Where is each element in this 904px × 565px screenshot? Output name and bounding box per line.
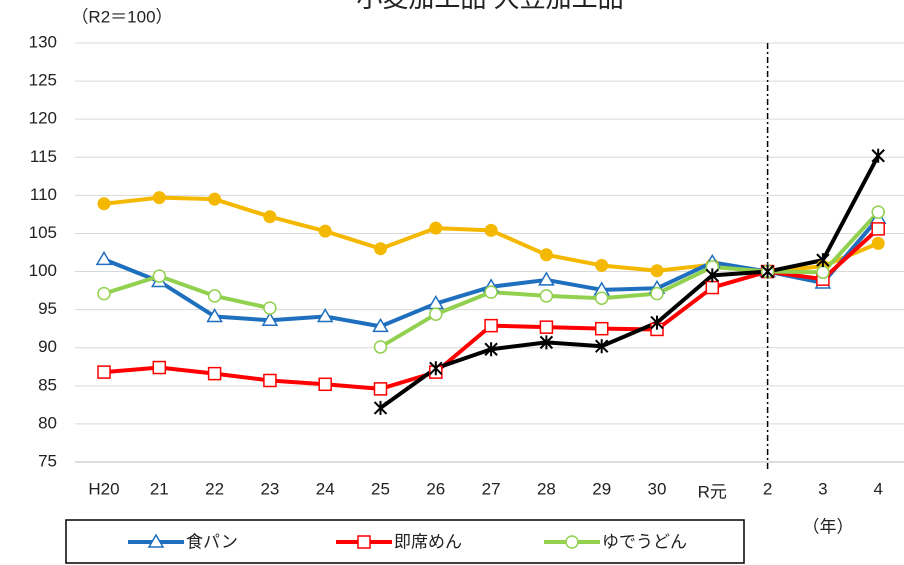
marker [373,340,388,354]
marker [318,377,332,392]
marker [538,271,555,286]
marker [263,373,277,388]
marker [147,533,165,548]
y-tick-label: 100 [29,261,57,280]
marker [594,339,609,354]
x-tick-label: 22 [205,479,224,498]
series-line [103,210,880,349]
marker [650,315,664,330]
marker [539,248,553,262]
marker [650,286,664,301]
series-line [103,227,880,391]
x-tick-label: 4 [873,479,882,498]
legend-label: 食パン [186,532,238,551]
marker [429,361,443,376]
marker [539,320,554,334]
marker [484,342,498,357]
marker [152,360,167,375]
marker [207,289,222,303]
marker [152,191,166,205]
x-tick-label: 23 [260,479,279,498]
x-tick-label: R元 [698,482,727,501]
marker [816,265,830,280]
x-tick-label: 30 [648,479,667,498]
marker [97,286,111,301]
marker [650,264,664,278]
y-tick-label: 95 [38,299,57,318]
marker [263,301,277,315]
x-tick-label: 3 [818,479,827,498]
x-tick-label: 26 [426,479,445,498]
x-tick-label: 25 [371,479,390,498]
marker [374,242,387,256]
legend-label: 即席めん [394,532,462,551]
marker [429,307,443,321]
marker [261,311,279,327]
y-tick-label: 75 [38,451,57,470]
marker [539,335,554,350]
marker [373,400,388,415]
marker [760,264,775,279]
x-tick-label: 27 [482,479,501,498]
marker [208,192,222,206]
x-tick-label: H20 [88,479,119,498]
x-tick-label: 24 [316,479,335,498]
marker [705,268,720,283]
marker [372,317,389,333]
marker [705,280,720,295]
marker [97,197,111,211]
marker [206,308,223,323]
y-tick-label: 115 [30,147,57,166]
marker [816,253,830,268]
x-axis-label: （年） [803,517,854,536]
legend-box [65,519,745,564]
marker [373,382,388,396]
x-tick-label: 28 [537,479,556,498]
marker [871,236,885,250]
y-tick-label: 90 [38,337,57,356]
marker [871,205,885,219]
marker [95,250,113,266]
legend-label: ゆでうどん [602,532,687,551]
marker [594,291,609,305]
marker [484,223,498,237]
marker [429,221,443,235]
marker [594,321,609,336]
y-tick-label: 110 [30,185,57,204]
marker [871,148,885,163]
series-line [379,154,880,410]
marker [871,222,885,236]
marker [357,535,371,549]
marker [316,308,334,323]
chart-title: 小麦加工品 大豆加工品 [356,0,623,13]
marker [97,365,111,379]
x-tick-label: 2 [763,479,772,498]
y-tick-label: 120 [29,109,57,128]
y-tick-label: 105 [29,223,57,242]
y-tick-label: 85 [38,375,57,394]
marker [484,285,498,299]
y-tick-label: 80 [38,413,57,432]
marker [539,289,554,303]
y-axis-label: （R2＝100） [71,7,172,26]
marker [207,366,222,381]
x-tick-label: 29 [592,479,611,498]
marker [484,318,498,333]
marker [152,269,167,283]
marker [595,258,609,272]
marker [318,224,332,238]
y-tick-label: 125 [29,71,57,90]
y-tick-label: 130 [29,32,57,51]
marker [263,210,277,224]
marker [565,535,579,549]
x-tick-label: 21 [150,479,169,498]
